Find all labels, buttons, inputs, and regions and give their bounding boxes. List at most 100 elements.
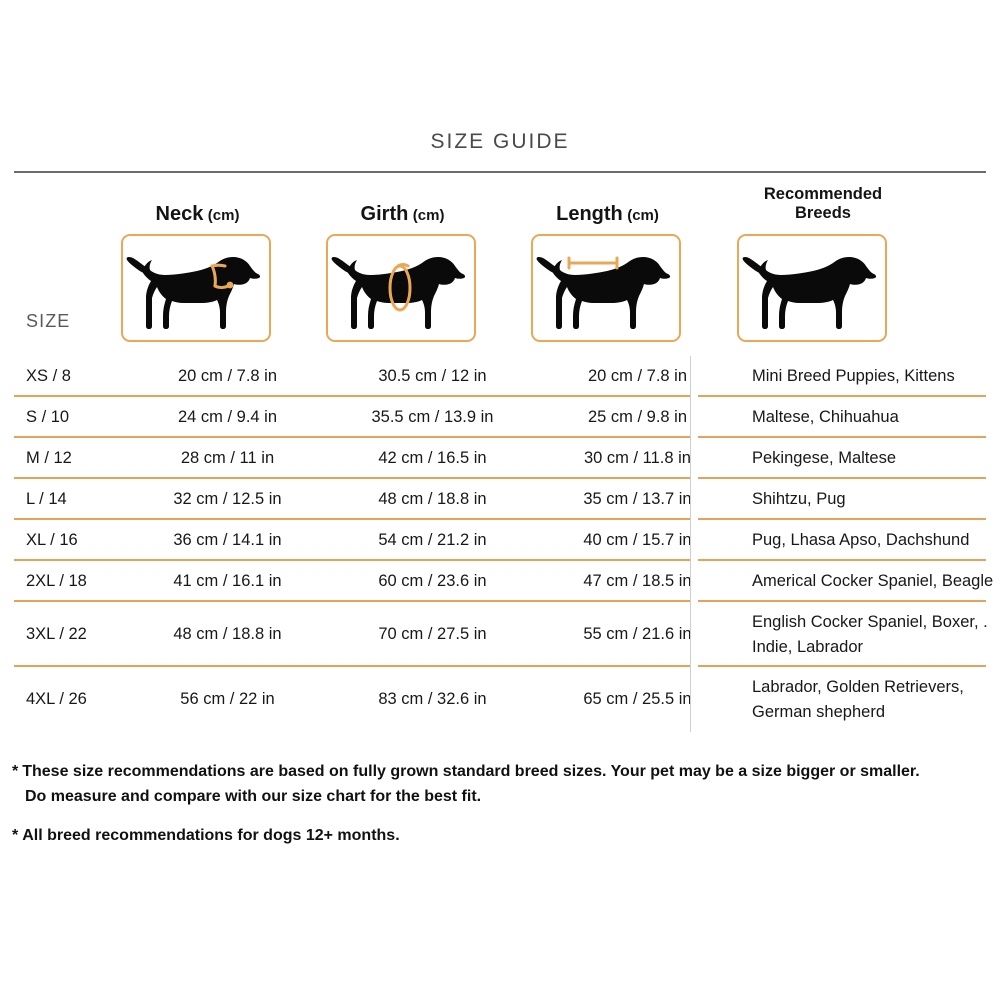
row-divider xyxy=(14,477,986,479)
table-row: L / 14 32 cm / 12.5 in 48 cm / 18.8 in 3… xyxy=(0,479,1000,520)
footnote-2: * All breed recommendations for dogs 12+ … xyxy=(12,824,988,849)
column-header-length-name: Length xyxy=(556,203,623,225)
cell-girth: 30.5 cm / 12 in xyxy=(378,367,487,385)
dog-length-svg xyxy=(536,256,671,329)
table-row: 3XL / 22 48 cm / 18.8 in 70 cm / 27.5 in… xyxy=(0,602,1000,667)
row-divider xyxy=(14,600,986,602)
column-divider xyxy=(690,397,691,438)
illustration-length xyxy=(531,234,681,342)
neck-measure-tag-icon xyxy=(226,281,234,289)
cell-girth: 54 cm / 21.2 in xyxy=(378,531,487,549)
cell-neck: 20 cm / 7.8 in xyxy=(177,367,278,385)
cell-length: 25 cm / 9.8 in xyxy=(587,408,688,426)
column-divider xyxy=(690,438,691,479)
cell-neck: 36 cm / 14.1 in xyxy=(173,531,282,549)
illustration-girth xyxy=(326,234,476,342)
table-row: XS / 8 20 cm / 7.8 in 30.5 cm / 12 in 20… xyxy=(0,356,1000,397)
cell-length: 47 cm / 18.5 in xyxy=(583,572,692,590)
page-title: SIZE GUIDE xyxy=(430,130,570,153)
illustration-breeds xyxy=(737,234,887,342)
column-divider xyxy=(690,561,691,602)
dog-silhouette-icon xyxy=(536,257,671,329)
footnote-1-line2: Do measure and compare with our size cha… xyxy=(25,787,482,805)
cell-length: 55 cm / 21.6 in xyxy=(583,625,692,643)
column-header-length: Length (cm) xyxy=(520,203,695,227)
column-divider xyxy=(690,602,691,667)
cell-size: XS / 8 xyxy=(26,367,71,385)
cell-length: 40 cm / 15.7 in xyxy=(583,531,692,549)
cell-neck: 48 cm / 18.8 in xyxy=(173,625,282,643)
cell-size: L / 14 xyxy=(26,490,67,508)
column-header-length-unit: (cm) xyxy=(627,207,659,224)
length-measure-arrow-icon xyxy=(567,256,619,270)
footnote-1: * These size recommendations are based on… xyxy=(12,760,988,810)
cell-girth: 42 cm / 16.5 in xyxy=(378,449,487,467)
girth-measure-loop-icon xyxy=(388,263,412,312)
footnote-2-text: All breed recommendations for dogs 12+ m… xyxy=(22,826,400,844)
cell-size: M / 12 xyxy=(26,449,72,467)
column-header-girth-unit: (cm) xyxy=(412,207,445,224)
table-row: 2XL / 18 41 cm / 16.1 in 60 cm / 23.6 in… xyxy=(0,561,1000,602)
cell-breeds: Maltese, Chihuahua xyxy=(752,408,899,427)
cell-length: 20 cm / 7.8 in xyxy=(587,367,688,385)
cell-breeds: Pekingese, Maltese xyxy=(752,449,896,468)
size-column-label: SIZE xyxy=(26,311,71,331)
cell-girth: 70 cm / 27.5 in xyxy=(378,625,487,643)
column-header-neck: Neck (cm) xyxy=(110,203,285,227)
cell-size: 3XL / 22 xyxy=(26,625,87,643)
column-header-breeds-line1: Recommended xyxy=(763,185,883,203)
column-header-girth-name: Girth xyxy=(360,203,409,225)
footnote-1-line1: These size recommendations are based on … xyxy=(22,763,920,780)
cell-girth: 60 cm / 23.6 in xyxy=(378,572,487,590)
column-header-breeds-line2: Breeds xyxy=(795,204,851,223)
column-divider xyxy=(690,667,691,732)
column-header-neck-name: Neck xyxy=(155,203,204,225)
column-header-breeds: Recommended Breeds xyxy=(728,185,918,224)
row-divider xyxy=(14,395,986,397)
row-divider xyxy=(14,559,986,561)
row-divider xyxy=(14,665,986,667)
dog-silhouette-icon xyxy=(126,257,261,329)
cell-girth: 83 cm / 32.6 in xyxy=(378,690,487,708)
row-divider xyxy=(14,518,986,520)
size-table: XS / 8 20 cm / 7.8 in 30.5 cm / 12 in 20… xyxy=(0,356,1000,732)
cell-breeds: Americal Cocker Spaniel, Beagle xyxy=(752,572,994,591)
cell-size: 2XL / 18 xyxy=(26,572,87,590)
footnote-1-star: * xyxy=(12,763,19,780)
cell-neck: 41 cm / 16.1 in xyxy=(173,572,282,590)
cell-breeds: Mini Breed Puppies, Kittens xyxy=(752,367,955,386)
dog-plain-svg xyxy=(742,257,877,329)
column-divider xyxy=(690,520,691,561)
title-divider xyxy=(14,171,986,173)
cell-breeds: Labrador, Golden Retrievers, German shep… xyxy=(752,677,964,721)
cell-girth: 48 cm / 18.8 in xyxy=(378,490,487,508)
dog-girth-svg xyxy=(331,257,466,329)
table-row: 4XL / 26 56 cm / 22 in 83 cm / 32.6 in 6… xyxy=(0,667,1000,732)
column-divider xyxy=(690,356,691,397)
column-header-neck-unit: (cm) xyxy=(207,207,240,224)
cell-neck: 28 cm / 11 in xyxy=(180,449,275,467)
cell-size: XL / 16 xyxy=(26,531,78,549)
footnotes: * These size recommendations are based on… xyxy=(12,760,988,862)
cell-neck: 24 cm / 9.4 in xyxy=(177,408,278,426)
cell-length: 30 cm / 11.8 in xyxy=(583,449,691,467)
dog-silhouette-icon xyxy=(742,257,877,329)
table-row: S / 10 24 cm / 9.4 in 35.5 cm / 13.9 in … xyxy=(0,397,1000,438)
cell-length: 35 cm / 13.7 in xyxy=(583,490,692,508)
cell-neck: 32 cm / 12.5 in xyxy=(173,490,282,508)
column-divider xyxy=(690,479,691,520)
cell-size: S / 10 xyxy=(26,408,70,426)
cell-length: 65 cm / 25.5 in xyxy=(583,690,692,708)
cell-breeds: English Cocker Spaniel, Boxer, . Indie, … xyxy=(752,612,988,656)
cell-girth: 35.5 cm / 13.9 in xyxy=(371,408,494,426)
cell-size: 4XL / 26 xyxy=(26,690,87,708)
row-divider xyxy=(14,436,986,438)
cell-breeds: Shihtzu, Pug xyxy=(752,490,846,509)
dog-neck-svg xyxy=(126,257,261,329)
footnote-2-star: * xyxy=(12,826,19,844)
table-row: XL / 16 36 cm / 14.1 in 54 cm / 21.2 in … xyxy=(0,520,1000,561)
illustration-neck xyxy=(121,234,271,342)
dog-silhouette-icon xyxy=(331,257,466,329)
cell-breeds: Pug, Lhasa Apso, Dachshund xyxy=(752,531,970,550)
